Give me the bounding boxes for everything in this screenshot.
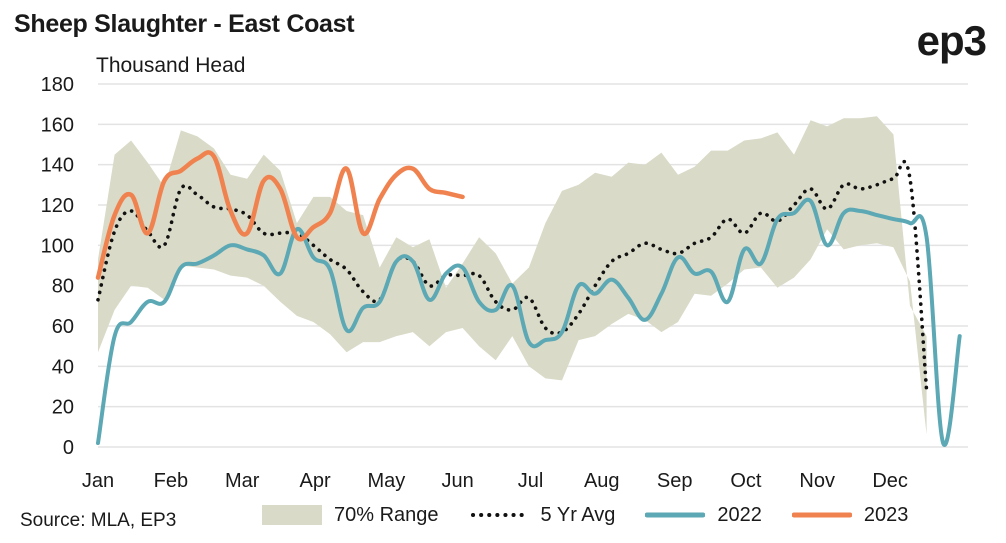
x-tick-label: Apr bbox=[300, 470, 331, 492]
x-tick-label: Nov bbox=[799, 470, 835, 492]
legend-label-2022: 2022 bbox=[717, 503, 762, 526]
x-tick-label: Feb bbox=[154, 470, 188, 492]
series-5yr-avg-line bbox=[96, 159, 929, 393]
y-tick-label: 20 bbox=[52, 397, 74, 419]
legend-label-avg: 5 Yr Avg bbox=[540, 503, 616, 526]
x-tick-label: Oct bbox=[730, 470, 762, 492]
legend-item-range: 70% Range bbox=[262, 504, 439, 527]
legend-swatch-2022 bbox=[645, 512, 706, 518]
y-tick-label: 40 bbox=[52, 356, 74, 378]
x-tick-label: May bbox=[367, 470, 405, 492]
legend-label-2023: 2023 bbox=[863, 503, 909, 526]
x-tick-label: Jan bbox=[82, 470, 114, 492]
legend-swatch-2023 bbox=[791, 512, 852, 518]
legend-swatch-range bbox=[262, 505, 322, 525]
chart-title: Sheep Slaughter - East Coast bbox=[14, 10, 355, 38]
brand-logo: ep3 bbox=[916, 17, 987, 64]
y-tick-label: 180 bbox=[41, 74, 74, 96]
y-tick-label: 100 bbox=[41, 235, 74, 257]
x-tick-label: Dec bbox=[872, 470, 908, 492]
source-note: Source: MLA, EP3 bbox=[20, 510, 177, 531]
x-tick-label: Jun bbox=[441, 470, 473, 492]
legend-item-2023: 2023 bbox=[791, 503, 909, 527]
series-2023-line bbox=[95, 150, 465, 280]
x-tick-label: Mar bbox=[225, 470, 260, 492]
x-tick-label: Jul bbox=[518, 470, 544, 492]
legend: 70% Range 5 Yr Avg 2022 2023 bbox=[262, 500, 938, 530]
legend-item-2022: 2022 bbox=[645, 504, 762, 527]
chart-plot: 0 20 40 60 80 100 120 140 160 180 Jan Feb Mar Apr May J… bbox=[41, 54, 968, 492]
y-tick-label: 0 bbox=[63, 437, 74, 459]
axis-labels: 0 20 40 60 80 100 120 140 160 180 Jan Feb Mar Apr May J… bbox=[41, 74, 908, 492]
x-tick-label: Aug bbox=[584, 470, 620, 492]
series-layer bbox=[95, 150, 962, 448]
range-band bbox=[98, 116, 927, 435]
legend-swatch-avg bbox=[470, 513, 529, 517]
range-band-layer bbox=[98, 116, 927, 435]
legend-label-range: 70% Range bbox=[334, 503, 439, 526]
y-tick-label: 60 bbox=[52, 316, 74, 338]
series-2022-line bbox=[96, 197, 962, 448]
y-axis-label: Thousand Head bbox=[96, 54, 245, 77]
y-tick-label: 80 bbox=[52, 276, 74, 298]
legend-item-avg: 5 Yr Avg bbox=[469, 503, 616, 527]
y-tick-label: 120 bbox=[41, 195, 74, 217]
y-tick-label: 140 bbox=[41, 155, 74, 177]
x-tick-label: Sep bbox=[657, 470, 693, 492]
y-tick-label: 160 bbox=[41, 114, 74, 136]
